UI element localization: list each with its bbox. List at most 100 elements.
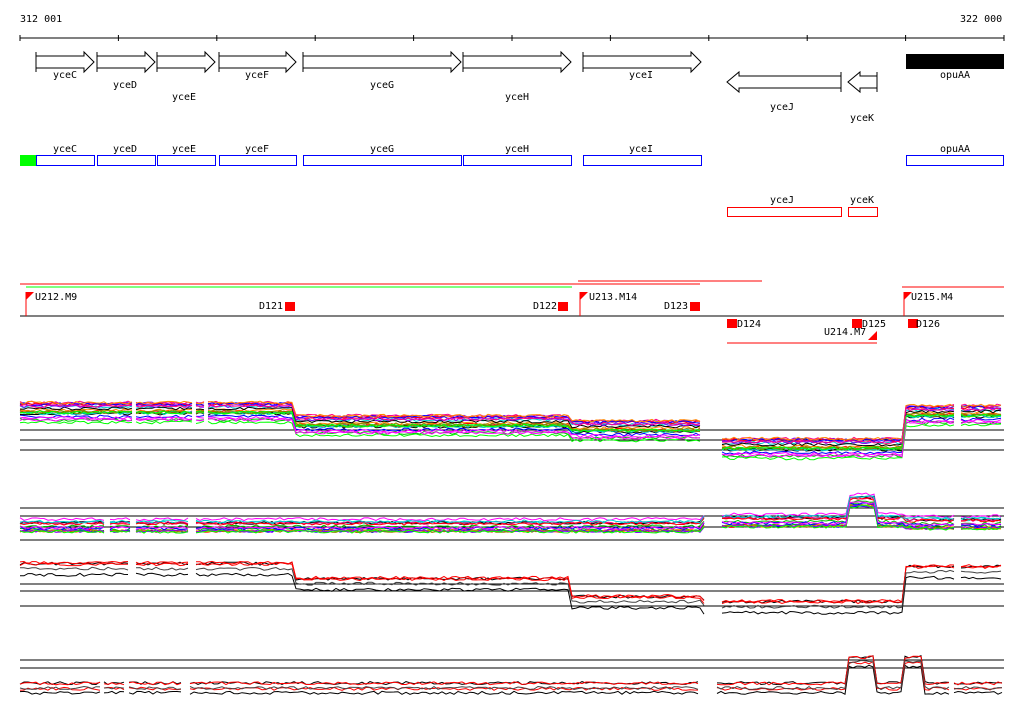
feature-label[interactable]: U213.M14 xyxy=(589,292,638,303)
expression-line xyxy=(960,570,1002,574)
expression-line xyxy=(19,566,129,571)
feature-label[interactable]: D126 xyxy=(916,319,941,330)
gene-label[interactable]: yceI xyxy=(628,70,654,81)
gene-label[interactable]: yceK xyxy=(849,113,875,124)
blue-box-label: yceF xyxy=(244,144,270,155)
expression-line xyxy=(128,681,182,686)
expression-line xyxy=(721,501,955,527)
expression-line xyxy=(960,407,1002,411)
expression-line xyxy=(207,414,701,437)
expression-line xyxy=(19,562,128,567)
expression-line xyxy=(721,504,955,531)
expression-line xyxy=(19,521,105,526)
expression-line xyxy=(19,406,133,411)
feature-label[interactable]: D125 xyxy=(862,319,887,330)
expression-line xyxy=(721,417,955,455)
gene-label[interactable]: yceG xyxy=(369,80,395,91)
down-flag-icon xyxy=(690,302,700,311)
expression-line xyxy=(19,517,105,522)
expression-line xyxy=(19,525,105,530)
gene-box-opuAA xyxy=(906,54,1004,69)
feature-label[interactable]: U214.M7 xyxy=(824,327,867,338)
expression-line xyxy=(960,420,1001,425)
expression-line xyxy=(135,526,189,530)
gene-label[interactable]: yceH xyxy=(504,92,530,103)
expression-line xyxy=(135,526,189,531)
expression-line xyxy=(721,495,955,520)
gene-label[interactable]: yceF xyxy=(244,70,270,81)
expression-line xyxy=(960,423,1002,427)
expression-line xyxy=(19,572,129,577)
gene-arrow-reverse xyxy=(847,70,878,94)
gene-label[interactable]: yceE xyxy=(171,92,197,103)
expression-line xyxy=(721,412,955,450)
expression-line xyxy=(135,562,189,567)
feature-label[interactable]: D123 xyxy=(664,301,689,312)
feature-label[interactable]: D124 xyxy=(737,319,762,330)
feature-label[interactable]: U212.M9 xyxy=(35,292,78,303)
expression-line xyxy=(195,520,705,529)
expression-line xyxy=(207,420,701,443)
up-flag-icon xyxy=(26,292,34,300)
expression-line xyxy=(19,410,133,415)
expression-line xyxy=(207,406,701,429)
expression-line xyxy=(195,572,705,615)
expression-line xyxy=(109,519,131,524)
blue-box-label: yceE xyxy=(171,144,197,155)
expression-line xyxy=(953,690,1003,695)
expression-line xyxy=(195,561,705,601)
expression-line xyxy=(19,400,133,405)
expression-line xyxy=(721,420,955,458)
red-box-label: yceK xyxy=(849,195,875,206)
down-flag-icon xyxy=(558,302,568,311)
feature-label[interactable]: U215.M4 xyxy=(911,292,954,303)
expression-line xyxy=(195,521,705,530)
expression-line xyxy=(135,417,193,422)
expression-line xyxy=(19,685,101,690)
expression-line xyxy=(103,682,125,686)
feature-label[interactable]: D121 xyxy=(259,301,284,312)
expression-line xyxy=(207,410,701,433)
expression-line xyxy=(195,410,205,414)
expression-line xyxy=(721,413,955,451)
expression-line xyxy=(19,690,101,695)
expression-line xyxy=(207,402,701,424)
expression-line xyxy=(716,664,950,695)
green-marker xyxy=(20,155,36,166)
gene-label[interactable]: yceD xyxy=(112,80,138,91)
gene-arrow-forward xyxy=(35,50,95,74)
expression-line xyxy=(19,420,133,425)
blue-box xyxy=(303,155,462,166)
expression-line xyxy=(716,655,950,686)
down-flag-icon xyxy=(908,319,918,328)
expression-line xyxy=(195,515,705,524)
expression-line xyxy=(195,420,205,424)
gene-arrow-forward xyxy=(582,50,702,74)
expression-line xyxy=(721,492,955,518)
gene-label[interactable]: opuAA xyxy=(939,70,971,81)
expression-line xyxy=(960,576,1002,580)
feature-label[interactable]: D122 xyxy=(533,301,558,312)
expression-line xyxy=(960,403,1002,408)
expression-line xyxy=(135,566,189,571)
gene-label[interactable]: yceC xyxy=(52,70,78,81)
gene-label[interactable]: yceJ xyxy=(769,102,795,113)
blue-box-label: yceI xyxy=(628,144,654,155)
down-flag-icon xyxy=(727,319,737,328)
expression-line xyxy=(960,516,1002,520)
blue-box-label: yceH xyxy=(504,144,530,155)
expression-line xyxy=(196,560,705,602)
expression-line xyxy=(207,400,701,423)
expression-line xyxy=(195,409,205,413)
expression-line xyxy=(19,404,133,408)
expression-line xyxy=(953,681,1003,686)
expression-line xyxy=(195,404,205,408)
expression-line xyxy=(960,527,1002,531)
up-flag-icon xyxy=(868,331,877,340)
expression-line xyxy=(135,420,193,425)
expression-line xyxy=(128,686,182,690)
blue-box xyxy=(583,155,702,166)
expression-line xyxy=(109,525,131,529)
gene-arrow-forward xyxy=(156,50,216,74)
